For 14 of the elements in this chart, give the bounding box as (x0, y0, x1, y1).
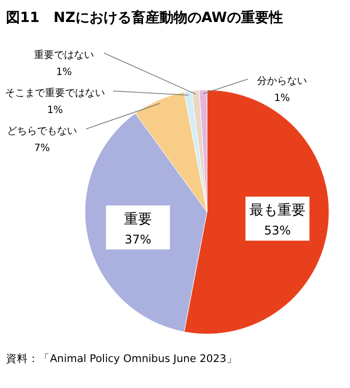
data-label: 53% (264, 224, 291, 238)
chart-title: 図11 NZにおける畜産動物のAWの重要性 (6, 9, 283, 26)
data-label: 1% (274, 93, 290, 104)
slice-label: 分からない (257, 75, 307, 87)
data-label: 7% (34, 143, 50, 154)
text: 資料：「Animal Policy Omnibus June 2023」 (6, 352, 238, 365)
slice-label: 重要 (124, 211, 152, 228)
slice-label: 最も重要 (249, 202, 306, 219)
slice-label: どちらでもない (7, 126, 77, 137)
data-label: 1% (56, 67, 72, 78)
data-label: 1% (47, 105, 63, 116)
slice-label: 重要ではない (34, 49, 94, 61)
slice-label: そこまで重要ではない (5, 87, 105, 99)
data-label: 37% (124, 232, 152, 246)
